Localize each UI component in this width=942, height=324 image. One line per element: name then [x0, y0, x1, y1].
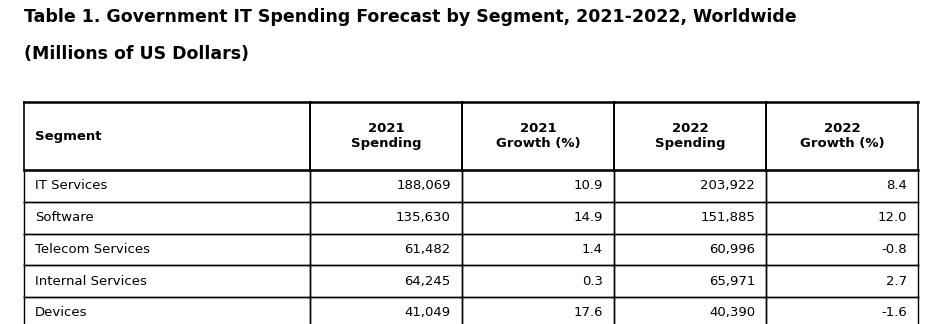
Bar	[24, 234, 310, 265]
Bar	[310, 170, 463, 202]
Text: 2.7: 2.7	[886, 275, 907, 288]
Text: 151,885: 151,885	[700, 211, 755, 224]
Text: 2022
Spending: 2022 Spending	[655, 122, 725, 150]
Text: 188,069: 188,069	[397, 179, 450, 192]
Text: 135,630: 135,630	[396, 211, 450, 224]
Bar	[767, 102, 918, 170]
Bar	[310, 202, 463, 234]
Text: 40,390: 40,390	[709, 307, 755, 319]
Text: 1.4: 1.4	[582, 243, 603, 256]
Text: 12.0: 12.0	[878, 211, 907, 224]
Bar	[310, 265, 463, 297]
Text: -1.6: -1.6	[882, 307, 907, 319]
Bar	[614, 297, 767, 324]
Bar	[463, 170, 614, 202]
Text: 0.3: 0.3	[582, 275, 603, 288]
Text: Internal Services: Internal Services	[35, 275, 147, 288]
Text: -0.8: -0.8	[882, 243, 907, 256]
Text: Segment: Segment	[35, 130, 102, 143]
Text: 65,971: 65,971	[708, 275, 755, 288]
Text: 8.4: 8.4	[886, 179, 907, 192]
Bar	[614, 102, 767, 170]
Text: 2022
Growth (%): 2022 Growth (%)	[800, 122, 885, 150]
Text: 2021
Spending: 2021 Spending	[350, 122, 421, 150]
Bar	[24, 102, 310, 170]
Bar	[463, 234, 614, 265]
Text: Software: Software	[35, 211, 93, 224]
Bar	[767, 234, 918, 265]
Text: 64,245: 64,245	[404, 275, 450, 288]
Text: 61,482: 61,482	[404, 243, 450, 256]
Bar	[614, 265, 767, 297]
Bar	[463, 102, 614, 170]
Bar	[767, 265, 918, 297]
Text: Devices: Devices	[35, 307, 88, 319]
Text: Table 1. Government IT Spending Forecast by Segment, 2021-2022, Worldwide: Table 1. Government IT Spending Forecast…	[24, 8, 796, 26]
Text: Telecom Services: Telecom Services	[35, 243, 150, 256]
Bar	[310, 102, 463, 170]
Bar	[463, 265, 614, 297]
Bar	[24, 265, 310, 297]
Text: 41,049: 41,049	[405, 307, 450, 319]
Text: 10.9: 10.9	[574, 179, 603, 192]
Bar	[614, 234, 767, 265]
Bar	[24, 202, 310, 234]
Bar	[614, 170, 767, 202]
Bar	[463, 297, 614, 324]
Text: 2021
Growth (%): 2021 Growth (%)	[495, 122, 580, 150]
Bar	[463, 202, 614, 234]
Text: 14.9: 14.9	[574, 211, 603, 224]
Bar	[310, 297, 463, 324]
Bar	[614, 202, 767, 234]
Bar	[767, 297, 918, 324]
Bar	[767, 170, 918, 202]
Text: 60,996: 60,996	[709, 243, 755, 256]
Text: 17.6: 17.6	[574, 307, 603, 319]
Text: IT Services: IT Services	[35, 179, 107, 192]
Bar	[767, 202, 918, 234]
Bar	[310, 234, 463, 265]
Bar	[24, 170, 310, 202]
Text: (Millions of US Dollars): (Millions of US Dollars)	[24, 45, 249, 64]
Text: 203,922: 203,922	[700, 179, 755, 192]
Bar	[24, 297, 310, 324]
